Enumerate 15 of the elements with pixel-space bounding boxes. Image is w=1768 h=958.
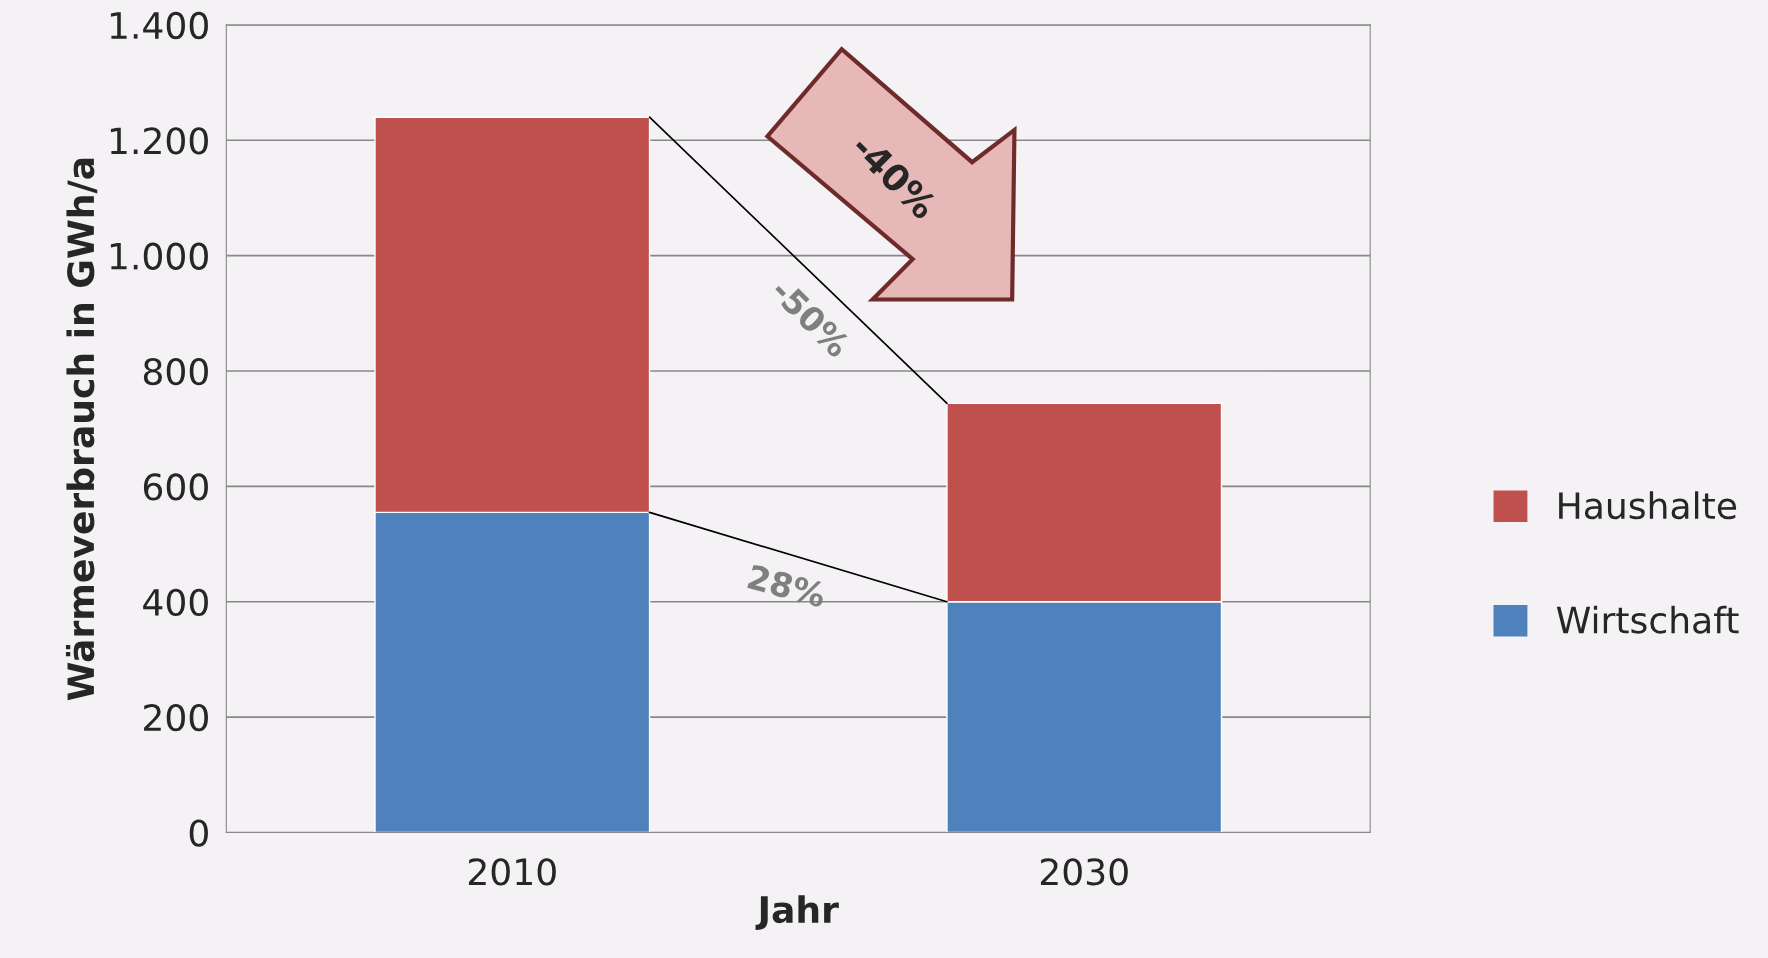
x-tick-label: 2030: [1040, 858, 1128, 886]
y-tick-label: 0: [189, 819, 208, 847]
y-tick-label: 1.000: [110, 242, 208, 270]
x-tick-label: 2010: [468, 858, 556, 886]
y-tick-label: 600: [143, 473, 208, 501]
annotation: 28%: [747, 563, 828, 608]
y-tick-label: 1.400: [110, 11, 208, 40]
legend-label: Haushalte: [1559, 491, 1737, 520]
y-tick-label: 200: [144, 704, 208, 732]
x-axis-title: Jahr: [755, 895, 839, 930]
y-tick-label: 1.200: [110, 127, 208, 155]
y-tick-label: 800: [143, 357, 208, 386]
y-axis-title: Wärmeverbrauch in GWh/a: [65, 158, 98, 701]
legend-label: Wirtschaft: [1556, 605, 1739, 634]
y-tick-label: 400: [143, 588, 208, 616]
